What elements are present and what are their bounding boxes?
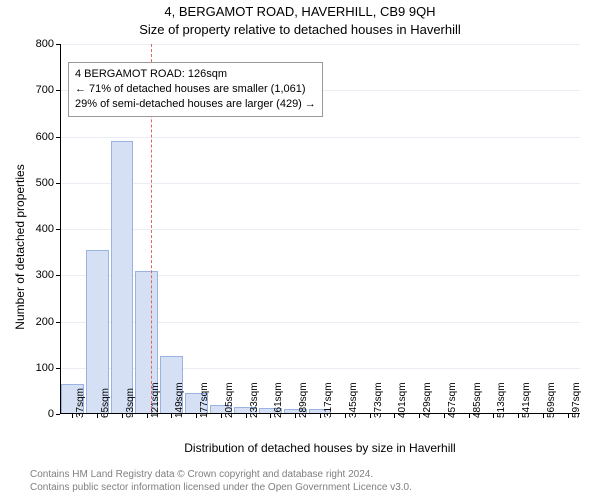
title-subtitle: Size of property relative to detached ho… <box>0 22 600 37</box>
x-tick-mark <box>568 414 569 418</box>
y-tick-label: 400 <box>36 223 54 235</box>
y-tick-label: 600 <box>36 131 54 143</box>
x-tick-mark <box>394 414 395 418</box>
x-tick-mark <box>444 414 445 418</box>
footer-attribution: Contains HM Land Registry data © Crown c… <box>30 469 590 494</box>
info-box-line: ← 71% of detached houses are smaller (1,… <box>75 82 316 97</box>
x-tick-mark <box>270 414 271 418</box>
x-tick-mark <box>543 414 544 418</box>
x-tick-mark <box>345 414 346 418</box>
x-tick-mark <box>419 414 420 418</box>
y-axis-label: Number of detached properties <box>13 67 27 427</box>
x-tick-mark <box>221 414 222 418</box>
x-tick-mark <box>295 414 296 418</box>
gridline <box>60 44 580 45</box>
x-tick-mark <box>196 414 197 418</box>
x-tick-mark <box>469 414 470 418</box>
x-tick-mark <box>370 414 371 418</box>
gridline <box>60 137 580 138</box>
y-tick-label: 300 <box>36 269 54 281</box>
gridline <box>60 183 580 184</box>
x-tick-mark <box>493 414 494 418</box>
info-box: 4 BERGAMOT ROAD: 126sqm← 71% of detached… <box>68 62 323 117</box>
y-axis <box>60 44 61 414</box>
y-tick-label: 200 <box>36 316 54 328</box>
y-tick-label: 500 <box>36 177 54 189</box>
y-tick-label: 0 <box>48 408 54 420</box>
bar <box>111 141 134 414</box>
figure: 4, BERGAMOT ROAD, HAVERHILL, CB9 9QH Siz… <box>0 0 600 500</box>
info-box-line: 29% of semi-detached houses are larger (… <box>75 97 316 112</box>
y-tick-mark <box>56 414 60 415</box>
x-tick-mark <box>171 414 172 418</box>
plot-area: 010020030040050060070080037sqm65sqm93sqm… <box>60 44 580 414</box>
x-axis-label: Distribution of detached houses by size … <box>60 441 580 455</box>
x-tick-mark <box>122 414 123 418</box>
info-box-line: 4 BERGAMOT ROAD: 126sqm <box>75 67 316 82</box>
gridline <box>60 229 580 230</box>
y-tick-label: 700 <box>36 84 54 96</box>
x-tick-mark <box>72 414 73 418</box>
y-tick-label: 800 <box>36 38 54 50</box>
x-tick-mark <box>147 414 148 418</box>
x-tick-mark <box>320 414 321 418</box>
footer-line-2: Contains public sector information licen… <box>30 482 590 495</box>
x-tick-mark <box>97 414 98 418</box>
x-tick-mark <box>518 414 519 418</box>
x-axis <box>60 413 580 414</box>
y-tick-label: 100 <box>36 362 54 374</box>
footer-line-1: Contains HM Land Registry data © Crown c… <box>30 469 590 482</box>
title-address: 4, BERGAMOT ROAD, HAVERHILL, CB9 9QH <box>0 4 600 19</box>
x-tick-mark <box>246 414 247 418</box>
